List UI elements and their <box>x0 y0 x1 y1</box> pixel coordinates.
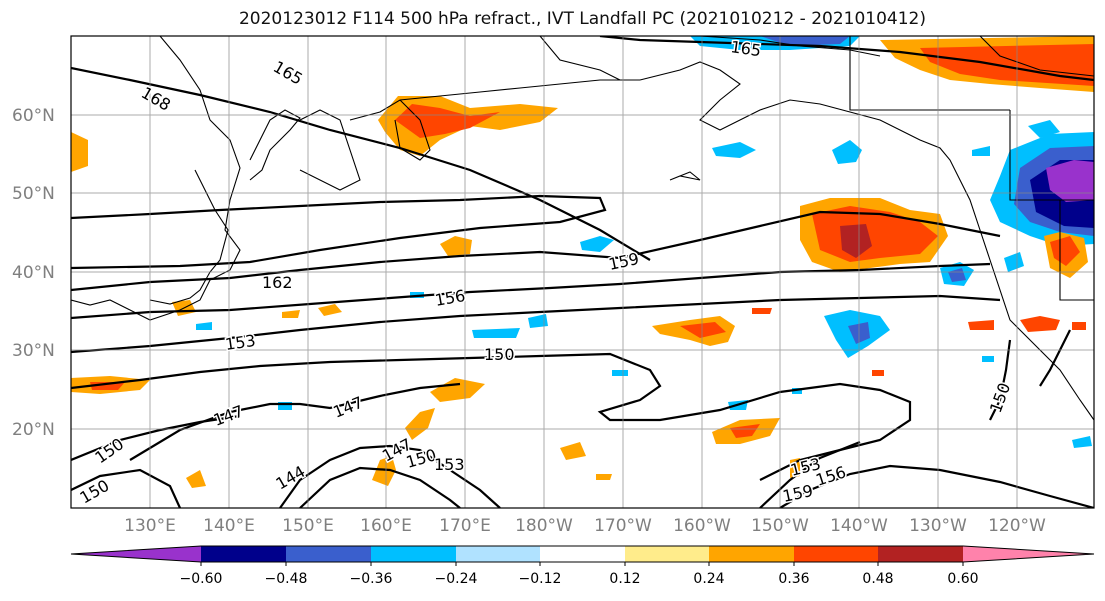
colorbar-segment <box>71 546 201 562</box>
colorbar-segment <box>201 546 286 562</box>
lat-label: 20°N <box>12 420 55 440</box>
contour-label: 150 <box>484 345 515 364</box>
colorbar-tick-label: −0.48 <box>265 571 308 587</box>
colorbar-segment <box>963 546 1094 562</box>
contour-label: 162 <box>262 273 293 292</box>
lon-label: 130°W <box>909 516 967 536</box>
colorbar-segment <box>371 546 456 562</box>
colorbar-tick-label: 0.12 <box>609 571 640 587</box>
colorbar-segment <box>794 546 878 562</box>
colorbar-segment <box>286 546 371 562</box>
contour-label: 159 <box>607 249 641 274</box>
lon-label: 140°W <box>830 516 888 536</box>
colorbar-tick-label: 0.24 <box>693 571 724 587</box>
lon-label: 130°E <box>124 516 176 536</box>
colorbar: −0.60 −0.48 −0.36 −0.24 −0.12 0.12 0.24 … <box>70 545 1095 587</box>
colorbar-tick-label: −0.36 <box>350 571 393 587</box>
lon-label: 160°W <box>673 516 731 536</box>
lon-label: 180°W <box>515 516 573 536</box>
map-frame <box>70 35 1095 509</box>
longitude-labels: 130°E 140°E 150°E 160°E 170°E 180°W 170°… <box>124 516 1046 536</box>
colorbar-segment <box>709 546 794 562</box>
colorbar-tick-label: 0.36 <box>778 571 809 587</box>
lat-label: 50°N <box>12 184 55 204</box>
colorbar-segment <box>540 546 625 562</box>
lon-label: 120°W <box>988 516 1046 536</box>
graticule <box>71 36 1094 508</box>
colorbar-segment <box>878 546 963 562</box>
lat-label: 40°N <box>12 263 55 283</box>
contour-label: 150 <box>986 380 1014 415</box>
lon-label: 170°E <box>439 516 491 536</box>
lon-label: 170°W <box>594 516 652 536</box>
lat-label: 60°N <box>12 106 55 126</box>
contour-label: 144 <box>273 462 309 494</box>
contour-label: 156 <box>433 286 466 310</box>
contour-label: 165 <box>729 37 762 60</box>
contour-label: 153 <box>434 455 465 474</box>
colorbar-tick-label: −0.12 <box>519 571 562 587</box>
colorbar-segment <box>456 546 540 562</box>
contour-label: 153 <box>224 331 257 354</box>
lat-label: 30°N <box>12 341 55 361</box>
contour-label: 165 <box>270 57 306 89</box>
shaded-anomalies <box>71 36 1094 488</box>
contour-label: 150 <box>77 476 113 508</box>
height-contours <box>71 36 1094 508</box>
lon-label: 150°W <box>751 516 809 536</box>
lon-label: 140°E <box>203 516 255 536</box>
contour-label: 147 <box>330 393 365 422</box>
colorbar-segment <box>625 546 709 562</box>
colorbar-tick-label: 0.60 <box>947 571 978 587</box>
colorbar-ticks <box>200 562 964 566</box>
latitude-labels: 60°N 50°N 40°N 30°N 20°N <box>12 106 55 440</box>
colorbar-tick-label: 0.48 <box>862 571 893 587</box>
contour-label: 147 <box>211 401 246 429</box>
colorbar-tick-label: −0.60 <box>180 571 223 587</box>
lon-label: 160°E <box>360 516 412 536</box>
map-title: 2020123012 F114 500 hPa refract., IVT La… <box>238 9 926 29</box>
colorbar-tick-label: −0.24 <box>435 571 478 587</box>
lon-label: 150°E <box>282 516 334 536</box>
